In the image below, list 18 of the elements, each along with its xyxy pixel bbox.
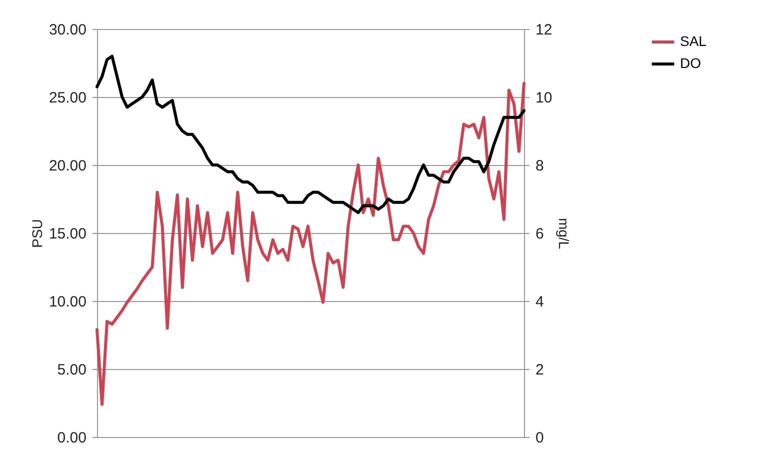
y2-tick-label: 2	[536, 362, 544, 378]
y2-axis-title: mg/L	[556, 218, 572, 250]
y2-tick-label: 6	[536, 226, 544, 242]
y-tick-label: 15.00	[48, 226, 86, 242]
legend-label: SAL	[680, 33, 707, 49]
y2-tick-label: 0	[536, 430, 544, 446]
y-axis-title: PSU	[28, 219, 45, 248]
y-tick-label: 10.00	[48, 294, 86, 310]
y2-tick-label: 4	[536, 294, 544, 310]
y-tick-label: 20.00	[48, 158, 86, 174]
y2-tick-label: 12	[536, 22, 552, 38]
y2-tick-label: 8	[536, 158, 544, 174]
y2-tick-label: 10	[536, 90, 552, 106]
y-tick-label: 0.00	[57, 430, 86, 446]
y-tick-label: 5.00	[57, 362, 86, 378]
y-tick-label: 30.00	[48, 22, 86, 38]
legend-label: DO	[680, 55, 702, 71]
y-tick-label: 25.00	[48, 90, 86, 106]
